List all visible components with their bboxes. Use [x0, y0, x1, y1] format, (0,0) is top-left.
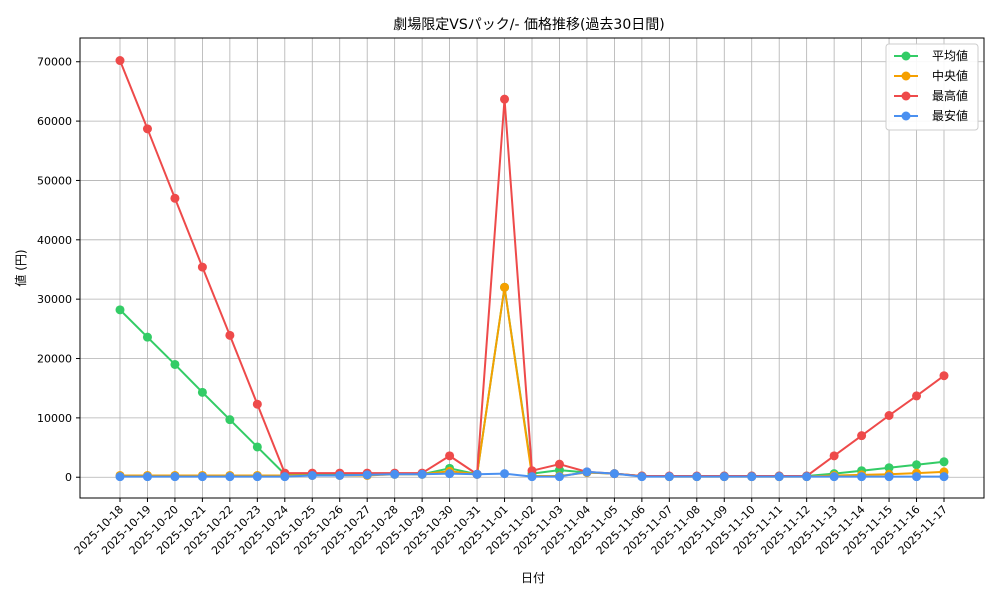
- data-point: [170, 472, 180, 482]
- data-point: [719, 472, 729, 482]
- data-point: [115, 472, 125, 482]
- y-tick-label: 60000: [37, 115, 72, 128]
- series-layer: [115, 56, 949, 482]
- data-point: [252, 442, 262, 452]
- data-point: [445, 451, 455, 461]
- data-point: [252, 399, 262, 409]
- data-point: [115, 56, 125, 66]
- data-point: [252, 472, 262, 482]
- y-tick-label: 40000: [37, 234, 72, 247]
- x-axis-title: 日付: [521, 571, 545, 585]
- data-point: [939, 472, 949, 482]
- data-point: [912, 460, 922, 470]
- data-point: [142, 332, 152, 342]
- legend-label: 最安値: [932, 108, 968, 123]
- y-tick-label: 30000: [37, 293, 72, 306]
- data-point: [115, 305, 125, 315]
- y-tick-label: 10000: [37, 412, 72, 425]
- data-point: [939, 371, 949, 381]
- data-point: [197, 387, 207, 397]
- legend-marker: [901, 71, 911, 81]
- legend-marker: [901, 91, 911, 101]
- y-tick-label: 50000: [37, 174, 72, 187]
- data-point: [609, 469, 619, 479]
- legend-label: 中央値: [932, 68, 968, 83]
- data-point: [417, 469, 427, 479]
- y-tick-label: 70000: [37, 56, 72, 69]
- y-tick-label: 20000: [37, 353, 72, 366]
- data-point: [527, 472, 537, 482]
- data-point: [747, 472, 757, 482]
- data-point: [362, 470, 372, 480]
- data-point: [225, 330, 235, 340]
- data-point: [142, 472, 152, 482]
- data-point: [637, 472, 647, 482]
- data-point: [884, 410, 894, 420]
- data-point: [884, 472, 894, 482]
- legend-label: 最高値: [932, 88, 968, 103]
- data-point: [225, 415, 235, 425]
- data-point: [170, 193, 180, 203]
- data-point: [225, 472, 235, 482]
- data-point: [582, 467, 592, 477]
- data-point: [197, 472, 207, 482]
- data-point: [445, 469, 455, 479]
- data-point: [912, 391, 922, 401]
- data-point: [829, 451, 839, 461]
- data-point: [884, 463, 894, 473]
- legend-marker: [901, 51, 911, 61]
- data-point: [939, 457, 949, 467]
- data-point: [554, 459, 564, 469]
- data-point: [664, 472, 674, 482]
- data-point: [472, 469, 482, 479]
- data-point: [802, 472, 812, 482]
- data-point: [500, 94, 510, 104]
- data-point: [390, 469, 400, 479]
- data-point: [307, 470, 317, 480]
- series-3: [115, 467, 949, 482]
- data-point: [912, 472, 922, 482]
- y-axis-title: 値 (円): [13, 249, 28, 286]
- data-point: [554, 472, 564, 482]
- grid-layer: [80, 38, 984, 498]
- legend-label: 平均値: [932, 48, 968, 63]
- data-point: [774, 472, 784, 482]
- data-point: [335, 470, 345, 480]
- data-point: [197, 262, 207, 272]
- data-point: [280, 472, 290, 482]
- data-point: [500, 282, 510, 292]
- data-point: [692, 472, 702, 482]
- data-point: [857, 472, 867, 482]
- y-tick-label: 0: [65, 471, 72, 484]
- chart-title: 劇場限定VSパック/- 価格推移(過去30日間): [393, 17, 664, 33]
- legend-marker: [901, 111, 911, 121]
- legend-box: [885, 43, 979, 131]
- data-point: [829, 472, 839, 482]
- data-point: [142, 124, 152, 134]
- y-axis-ticks: 0 10000 20000 30000 40000 50000 60000 70000: [37, 56, 80, 484]
- data-point: [170, 359, 180, 369]
- data-point: [857, 431, 867, 441]
- data-point: [500, 469, 510, 479]
